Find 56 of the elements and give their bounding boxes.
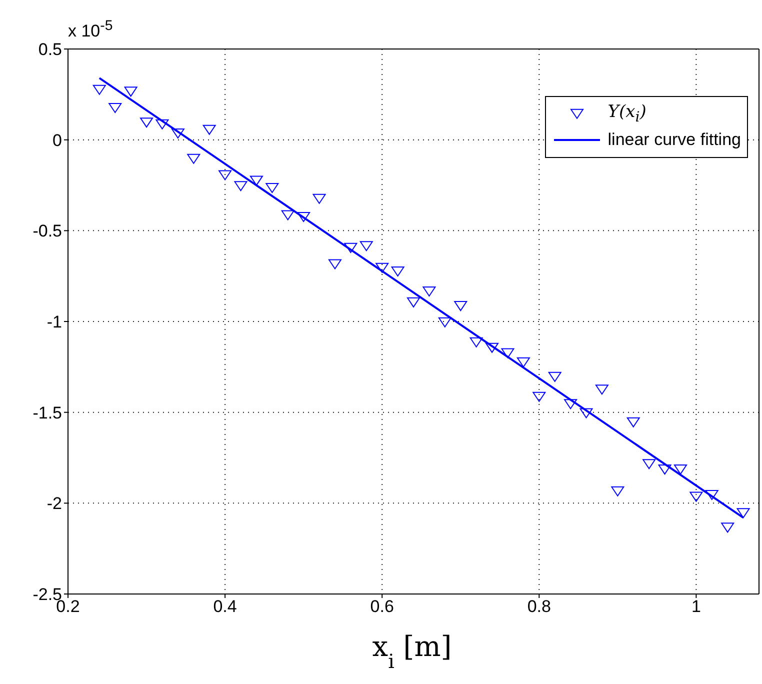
y-tick-label: 0	[52, 130, 62, 150]
point	[516, 357, 530, 368]
point	[266, 182, 279, 193]
point	[344, 242, 358, 253]
point	[250, 176, 263, 186]
point	[721, 522, 734, 533]
point	[391, 266, 404, 277]
legend-label: Y(x$_{i}$)	[608, 102, 646, 126]
point	[564, 399, 578, 410]
point	[658, 464, 672, 475]
x-tick-label: 1	[691, 597, 701, 616]
text: x 10$^{-5}$	[68, 18, 113, 42]
point	[690, 492, 703, 502]
y-tick-label: -1.5	[32, 403, 62, 422]
point	[108, 103, 122, 114]
x-tick-label: 0.4	[213, 597, 237, 616]
point	[124, 86, 138, 97]
point	[234, 181, 248, 192]
point	[328, 259, 342, 270]
x-axis-title: x$_{i}$ [m]	[372, 630, 452, 672]
point	[642, 459, 656, 470]
point	[281, 210, 294, 220]
point	[218, 170, 232, 180]
y-tick-label: -1	[46, 312, 62, 332]
point	[140, 118, 154, 128]
point	[548, 372, 562, 382]
point	[422, 286, 436, 297]
point	[611, 486, 624, 496]
point	[376, 262, 389, 273]
point	[674, 464, 687, 475]
point	[297, 212, 310, 222]
point	[156, 119, 169, 130]
point	[486, 342, 499, 353]
point	[202, 124, 216, 135]
point	[626, 417, 640, 428]
point	[454, 301, 468, 312]
point	[187, 154, 200, 164]
x-tick-label: 0.8	[527, 597, 551, 616]
point	[470, 337, 483, 348]
y-tick-label: -0.5	[32, 222, 62, 241]
point	[501, 348, 514, 358]
y-tick-label: 0.5	[38, 40, 62, 60]
point	[595, 384, 608, 395]
point	[360, 241, 373, 252]
point	[92, 84, 106, 95]
x-tick-label: 0.6	[370, 597, 394, 616]
point	[532, 392, 546, 402]
y-tick-label: -2	[46, 494, 62, 514]
point	[705, 490, 718, 500]
legend-label: linear curve fitting	[608, 130, 741, 150]
point	[736, 508, 750, 518]
point	[171, 128, 184, 138]
point	[407, 297, 420, 308]
point	[580, 408, 593, 418]
point	[312, 194, 326, 204]
point	[438, 317, 452, 328]
